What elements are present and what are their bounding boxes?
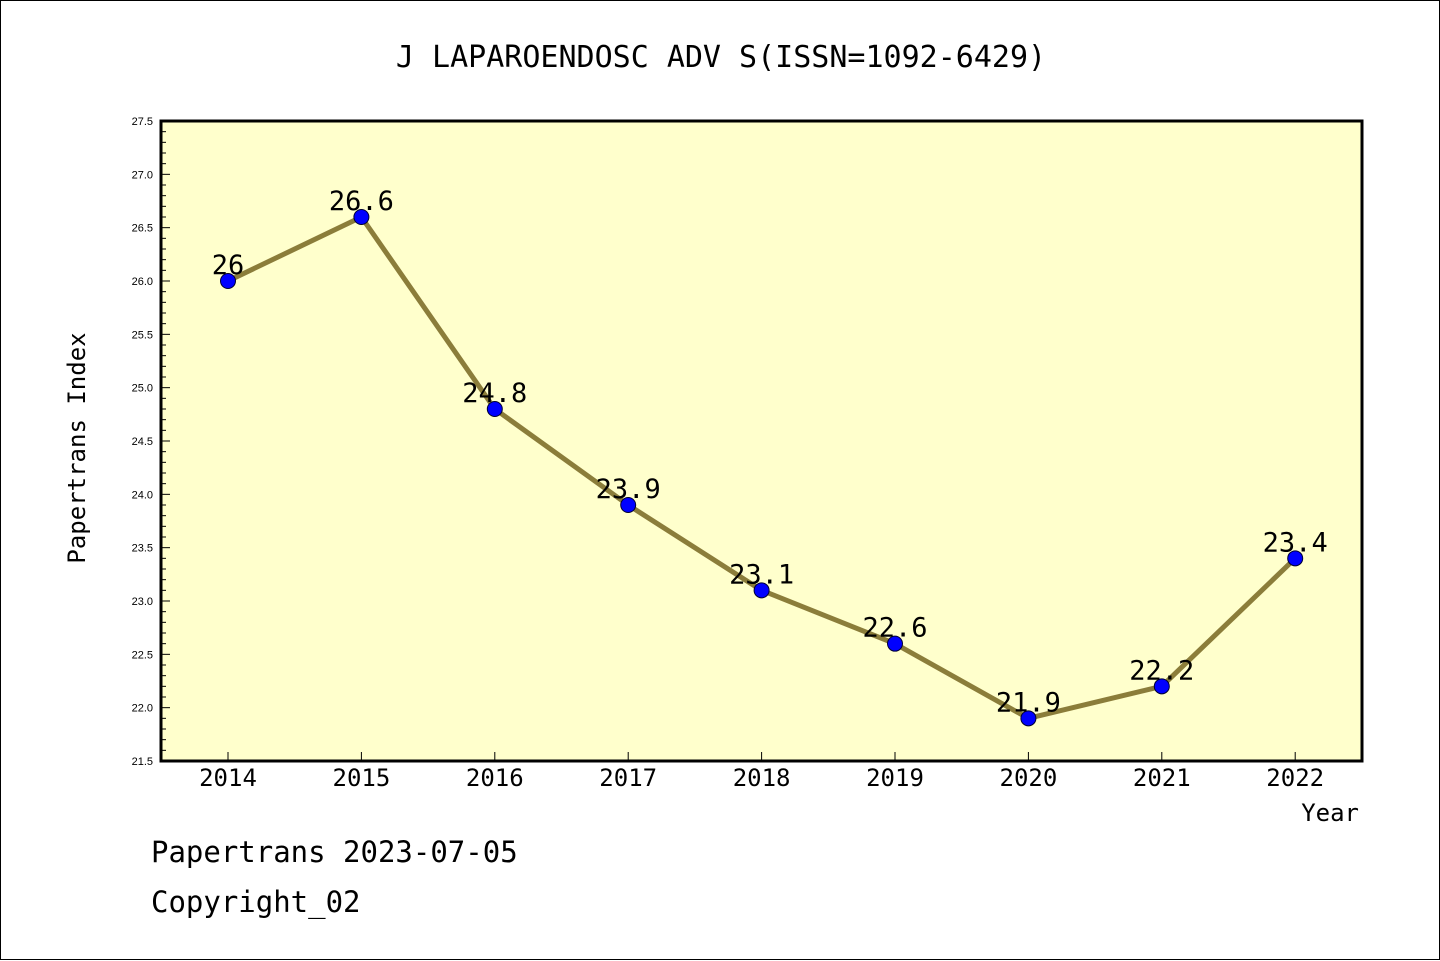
data-point-marker — [753, 582, 770, 599]
x-tick-label: 2022 — [1266, 764, 1324, 792]
y-tick-label: 27.0 — [132, 169, 153, 181]
x-tick-label: 2019 — [866, 764, 924, 792]
x-tick-label: 2014 — [199, 764, 257, 792]
data-label: 24.8 — [462, 378, 527, 409]
x-tick-label: 2015 — [333, 764, 391, 792]
x-axis-label: Year — [1301, 799, 1359, 827]
data-label: 26.6 — [329, 186, 394, 217]
data-label: 23.9 — [596, 474, 661, 505]
x-tick-label: 2020 — [1000, 764, 1058, 792]
data-label: 23.1 — [729, 559, 794, 590]
y-tick-label: 22.5 — [132, 649, 153, 661]
footer-date: Papertrans 2023-07-05 — [151, 835, 518, 869]
y-tick-label: 23.5 — [132, 543, 153, 555]
x-axis: 2014 2015 2016 2017 2018 2019 2020 2021 2022 — [199, 752, 1324, 792]
data-label: 22.2 — [1129, 655, 1194, 686]
data-point-marker — [1287, 550, 1304, 567]
y-tick-label: 25.5 — [132, 329, 153, 341]
series-line-group — [220, 209, 1304, 727]
data-point-marker — [353, 209, 370, 225]
y-tick-label: 26.5 — [132, 223, 153, 235]
data-label: 23.4 — [1263, 527, 1328, 558]
data-label-group: 26 26.6 24.8 23.9 23.1 22.6 21.9 22.2 23.4 — [212, 186, 1328, 718]
y-tick-label: 27.5 — [132, 116, 153, 128]
data-point-marker — [1153, 678, 1170, 695]
y-tick-label: 25.0 — [132, 383, 153, 395]
data-label: 22.6 — [862, 613, 927, 644]
data-label: 26 — [212, 250, 245, 281]
x-tick-label: 2018 — [733, 764, 791, 792]
y-tick-label: 22.0 — [132, 703, 153, 715]
data-point-marker — [1020, 710, 1037, 727]
data-label: 21.9 — [996, 687, 1061, 718]
plot-area — [159, 119, 1364, 763]
y-tick-label: 24.0 — [132, 489, 153, 501]
y-tick-label: 24.5 — [132, 436, 153, 448]
y-tick-label: 21.5 — [132, 756, 153, 768]
data-point-marker — [887, 635, 903, 652]
y-axis-label: Papertrans Index — [63, 332, 91, 563]
x-tick-label: 2016 — [466, 764, 524, 792]
chart-title: J LAPAROENDOSC ADV S(ISSN=1092-6429) — [396, 40, 1046, 75]
x-tick-label: 2017 — [599, 764, 657, 792]
x-tick-label: 2021 — [1133, 764, 1191, 792]
data-point-marker — [486, 401, 503, 417]
footer-copyright: Copyright_02 — [151, 885, 361, 919]
y-tick-label: 26.0 — [132, 276, 153, 288]
y-axis: 21.5 22.0 22.5 23.0 23.5 24.0 24.5 25.0 25.5 26.0… — [132, 116, 170, 768]
data-point-marker — [220, 273, 236, 289]
y-tick-label: 23.0 — [132, 596, 153, 608]
data-point-marker — [620, 497, 637, 513]
